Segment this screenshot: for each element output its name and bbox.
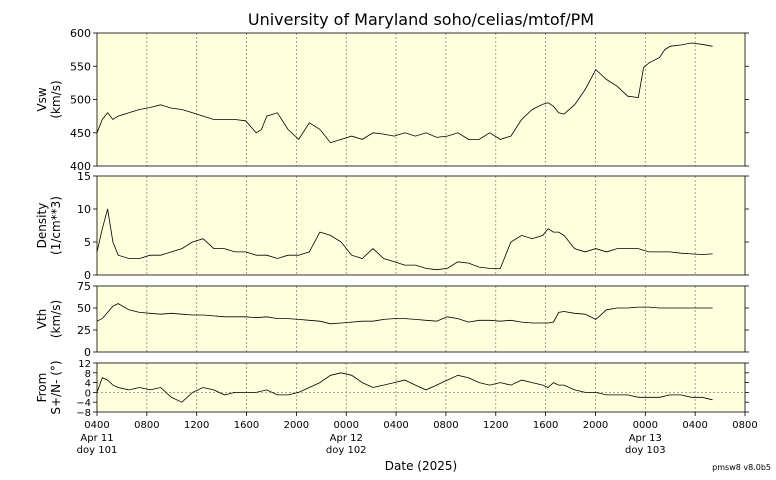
panel-vsw: 400 450 500 550 600 Vsw(km/s): [35, 27, 749, 173]
panel-frame: [96, 285, 746, 353]
y-axis-label-line: Density: [35, 203, 49, 249]
x-tick-label: 0400: [383, 420, 408, 431]
chart-panels: 400450500550600Vsw(km/s)051015Density(1/…: [35, 27, 749, 419]
y-tick-label: 400: [70, 160, 91, 173]
y-axis-label-line: (1/cm**3): [49, 196, 63, 255]
y-tick-label: 550: [70, 60, 91, 73]
panel-background: [97, 286, 745, 352]
x-tick-label: 2000: [583, 420, 608, 431]
x-doy-label: doy 102: [326, 445, 367, 456]
y-tick-label: 25: [77, 324, 91, 337]
y-axis-label: FromS+/N- (°): [35, 360, 63, 414]
version-label: pmsw8 v8.0b5: [712, 463, 771, 472]
series-line-vth: [96, 303, 713, 325]
panel-frame: [96, 175, 746, 276]
x-tick-label: 0000: [633, 420, 658, 431]
y-tick-label: 75: [77, 280, 91, 293]
x-axis-label: Date (2025): [385, 459, 457, 473]
series-line-density: [96, 208, 713, 271]
panel-background: [97, 176, 745, 275]
x-tick-label: 0800: [433, 420, 458, 431]
y-tick-label: 0: [84, 346, 91, 359]
x-tick-label: 1200: [184, 420, 209, 431]
panel-frame: [96, 32, 746, 167]
x-axis: 0400 0800 1200 1600 2000 0000 0400 0800 1200 1600…: [77, 412, 758, 456]
x-tick-label: 1600: [234, 420, 259, 431]
chart-title: University of Maryland soho/celias/mtof/…: [248, 10, 594, 29]
y-tick-label: 15: [77, 170, 91, 183]
y-tick-label: 4: [85, 379, 91, 390]
y-tick-label: 0: [85, 388, 91, 399]
x-tick-label: 0800: [134, 420, 159, 431]
y-tick-label: 600: [70, 27, 91, 40]
series-line-from: [96, 372, 713, 403]
y-axis-label: Vsw(km/s): [35, 80, 63, 118]
x-tick-label: 1600: [533, 420, 558, 431]
y-axis-label-line: S+/N- (°): [49, 360, 63, 414]
y-tick-label: −4: [76, 398, 91, 409]
x-doy-label: doy 103: [625, 445, 666, 456]
y-axis-label: Vth(km/s): [35, 300, 63, 338]
x-tick-label: 1200: [483, 420, 508, 431]
x-date-label: Apr 13: [629, 433, 662, 444]
y-axis-label-line: (km/s): [49, 300, 63, 338]
y-tick-label: 450: [70, 127, 91, 140]
y-axis-label-line: Vth: [35, 309, 49, 330]
y-tick-label: 12: [78, 359, 91, 370]
x-tick-label: 0400: [682, 420, 707, 431]
panel-density: 0 5 10 15 Density(1/cm**3): [35, 170, 749, 282]
x-date-label: Apr 12: [330, 433, 363, 444]
y-tick-label: 500: [70, 94, 91, 107]
panel-vth: 0 25 50 75 Vth(km/s): [35, 280, 749, 359]
series-line-vsw: [96, 42, 713, 144]
x-tick-label: 2000: [284, 420, 309, 431]
y-tick-label: −8: [76, 408, 91, 419]
y-tick-label: 50: [77, 302, 91, 315]
x-tick-label: 0000: [334, 420, 359, 431]
x-tick-label: 0400: [84, 420, 109, 431]
y-axis-label-line: Vsw: [35, 87, 49, 111]
x-date-label: Apr 11: [80, 433, 113, 444]
y-tick-label: 10: [77, 203, 91, 216]
y-axis-label: Density(1/cm**3): [35, 196, 63, 255]
x-doy-label: doy 101: [77, 445, 118, 456]
panel-frame: [96, 362, 746, 413]
y-axis-label-line: (km/s): [49, 80, 63, 118]
panel-background: [97, 33, 745, 166]
y-axis-label-line: From: [35, 373, 49, 403]
y-tick-label: 0: [84, 269, 91, 282]
x-tick-label: 0800: [732, 420, 757, 431]
y-tick-label: 5: [84, 236, 91, 249]
y-tick-label: 8: [85, 369, 91, 380]
